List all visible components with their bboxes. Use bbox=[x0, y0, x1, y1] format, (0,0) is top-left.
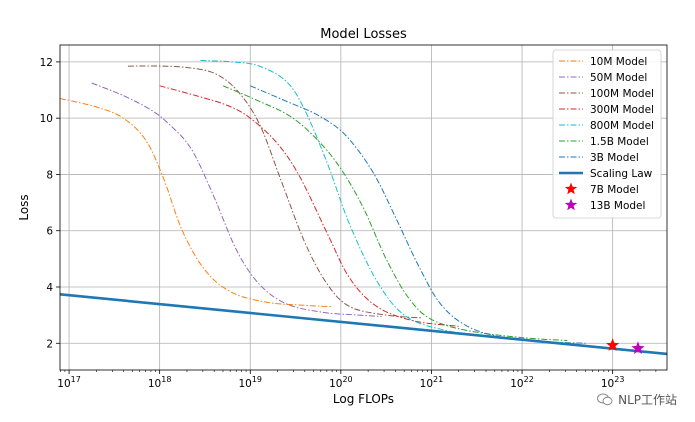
legend-label-1-5b-model: 1.5B Model bbox=[590, 136, 649, 148]
series-line-100m-model bbox=[127, 65, 423, 319]
legend-label-300m-model: 300M Model bbox=[590, 104, 654, 116]
series-line-300m-model bbox=[159, 85, 459, 327]
wechat-icon bbox=[597, 393, 613, 406]
legend-label-50m-model: 50M Model bbox=[590, 72, 647, 84]
watermark: NLP工作站 bbox=[597, 391, 677, 408]
y-tick-label: 10 bbox=[40, 113, 53, 125]
y-tick-label: 6 bbox=[46, 226, 53, 238]
y-tick-label: 8 bbox=[46, 169, 53, 181]
y-axis-label: Loss bbox=[17, 194, 31, 220]
legend-label-13b-model: 13B Model bbox=[590, 200, 645, 212]
legend-label-800m-model: 800M Model bbox=[590, 120, 654, 132]
y-axis-ticks: 2 4 6 8 10 12 bbox=[40, 57, 60, 350]
legend-box bbox=[552, 49, 662, 219]
legend-swatch-7b-model bbox=[564, 182, 578, 195]
series-line-1-5b-model bbox=[222, 85, 568, 341]
chart-title: Model Losses bbox=[320, 27, 407, 42]
legend-label-100m-model: 100M Model bbox=[590, 88, 654, 100]
legend: 10M Model 50M Model 100M Model 300M Model 80… bbox=[552, 49, 662, 219]
scaling-law-line bbox=[59, 293, 668, 356]
legend-label-10m-model: 10M Model bbox=[590, 56, 647, 68]
watermark-text: NLP工作站 bbox=[618, 393, 677, 407]
legend-swatch-13b-model bbox=[564, 198, 578, 211]
marker-7b-model bbox=[606, 338, 620, 351]
marker-13b-model bbox=[631, 341, 645, 354]
legend-label-7b-model: 7B Model bbox=[590, 184, 639, 196]
x-tick-label: 1020 bbox=[329, 375, 353, 390]
x-axis-ticks: 1017 1018 1019 1020 1021 1022 1023 bbox=[57, 370, 657, 390]
series-line-10m-model bbox=[60, 98, 332, 308]
x-tick-label: 1021 bbox=[420, 375, 444, 390]
scaling-law-layer bbox=[59, 293, 668, 356]
y-tick-label: 4 bbox=[46, 282, 53, 294]
legend-label-scaling-law: Scaling Law bbox=[590, 168, 653, 180]
plot-frame bbox=[59, 44, 668, 371]
x-axis-label: Log FLOPs bbox=[333, 392, 394, 406]
x-tick-label: 1023 bbox=[601, 375, 625, 390]
x-tick-label: 1022 bbox=[510, 375, 534, 390]
marker-layer bbox=[606, 338, 645, 354]
x-tick-label: 1017 bbox=[57, 375, 81, 390]
y-tick-label: 12 bbox=[40, 57, 53, 69]
x-tick-label: 1019 bbox=[238, 375, 262, 390]
legend-label-3b-model: 3B Model bbox=[590, 152, 639, 164]
x-tick-label: 1018 bbox=[148, 375, 172, 390]
series-line-800m-model bbox=[200, 60, 541, 341]
y-tick-label: 2 bbox=[46, 338, 53, 350]
series-line-50m-model bbox=[91, 82, 382, 317]
